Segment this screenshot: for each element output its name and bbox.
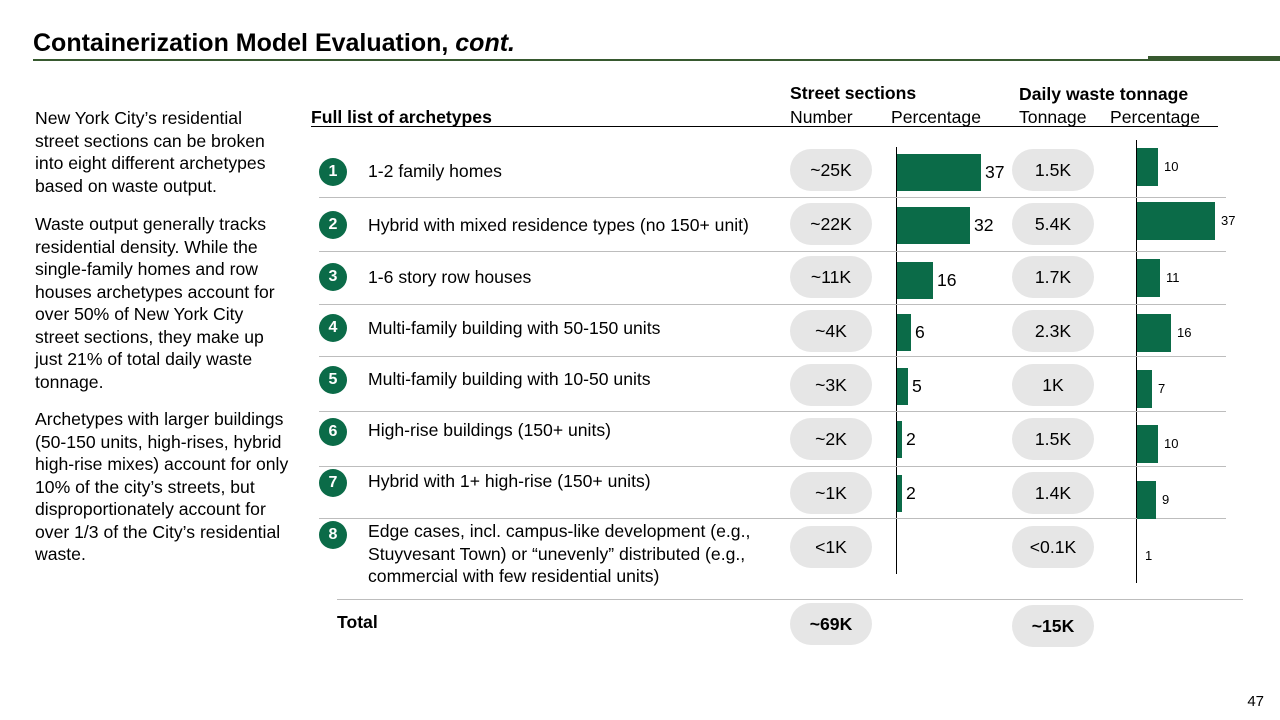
street-pct-label: 6 [915,322,925,342]
row-divider [319,466,1226,467]
waste-pct-label: 10 [1164,436,1179,451]
street-number-value: ~1K [790,472,872,514]
waste-pct-label: 10 [1164,159,1179,174]
waste-pct-bar [1137,202,1215,240]
tonnage-value: 1.4K [1012,472,1094,514]
waste-pct-label: 7 [1158,381,1166,396]
waste-pct-bar [1137,259,1160,297]
waste-pct-label: 1 [1145,548,1153,563]
street-sections-header: Street sections [790,83,917,103]
archetype-number-badge: 3 [319,263,347,291]
street-pct-bar [897,262,933,299]
intro-paragraph-3: Archetypes with larger buildings (50-150… [35,409,289,564]
row-divider [319,304,1226,305]
intro-paragraph-2: Waste output generally tracks residentia… [35,214,275,392]
waste-pct-bar [1137,314,1171,352]
street-number-value: ~22K [790,203,872,245]
street-pct-label: 2 [906,483,916,503]
street-pct-bar [897,314,911,351]
street-pct-bar [897,421,902,458]
street-pct-label: 32 [974,215,994,235]
archetype-number-badge: 8 [319,521,347,549]
tonnage-value: <0.1K [1012,526,1094,568]
waste-tonnage-subheader: Tonnage [1019,107,1087,127]
waste-pct-label: 9 [1162,492,1170,507]
tonnage-value: 1.7K [1012,256,1094,298]
street-percentage-header: Percentage [891,107,981,127]
street-number-value: ~3K [790,364,872,406]
total-street-number: ~69K [790,603,872,645]
page-title-main: Containerization Model Evaluation, [33,29,456,57]
archetype-label: Edge cases, incl. campus-like developmen… [368,521,751,586]
title-accent-bar [1148,56,1280,61]
archetype-number-badge: 7 [319,469,347,497]
street-number-value: ~11K [790,256,872,298]
street-pct-label: 2 [906,429,916,449]
header-underline [311,126,1218,127]
archetype-number-badge: 4 [319,314,347,342]
archetype-label: Hybrid with mixed residence types (no 15… [368,215,749,235]
archetype-number-badge: 2 [319,211,347,239]
total-tonnage: ~15K [1012,605,1094,647]
total-divider [337,599,1243,600]
archetype-number-badge: 6 [319,418,347,446]
waste-pct-label: 11 [1166,270,1180,285]
row-divider [319,197,1226,198]
total-label: Total [337,612,378,632]
street-pct-bar [897,475,902,512]
tonnage-value: 1K [1012,364,1094,406]
tonnage-value: 5.4K [1012,203,1094,245]
archetype-list-header: Full list of archetypes [311,107,492,127]
title-divider [33,59,1280,61]
street-number-header: Number [790,107,853,127]
intro-paragraph-1: New York City’s residential street secti… [35,108,266,196]
waste-pct-bar [1137,148,1158,186]
street-pct-bar [897,368,908,405]
archetype-number-badge: 1 [319,158,347,186]
street-pct-axis [896,147,897,574]
archetype-label: High-rise buildings (150+ units) [368,420,612,440]
tonnage-value: 1.5K [1012,149,1094,191]
page-title: Containerization Model Evaluation, cont. [33,29,515,58]
row-divider [319,411,1226,412]
waste-pct-bar [1137,370,1152,408]
archetype-label: 1-6 story row houses [368,267,532,287]
street-pct-label: 5 [912,376,922,396]
row-divider [319,518,1226,519]
archetype-number-badge: 5 [319,366,347,394]
street-pct-bar [897,207,970,244]
archetype-label: Hybrid with 1+ high-rise (150+ units) [368,471,651,491]
archetype-label: 1-2 family homes [368,161,502,181]
waste-pct-label: 37 [1221,213,1236,228]
archetype-label: Multi-family building with 50-150 units [368,318,661,338]
street-pct-label: 16 [937,270,957,290]
tonnage-value: 1.5K [1012,418,1094,460]
waste-percentage-header: Percentage [1110,107,1200,127]
street-number-value: ~2K [790,418,872,460]
row-divider [319,251,1226,252]
waste-tonnage-header: Daily waste tonnage [1019,84,1189,104]
street-pct-label: 37 [985,162,1005,182]
street-number-value: ~25K [790,149,872,191]
waste-pct-label: 16 [1177,325,1192,340]
page-number: 47 [1247,693,1264,710]
archetype-label: Multi-family building with 10-50 units [368,369,651,389]
street-pct-bar [897,154,981,191]
waste-pct-axis [1136,140,1137,583]
waste-pct-bar [1137,481,1156,519]
page-title-suffix: cont. [455,29,515,57]
waste-pct-bar [1137,425,1158,463]
street-number-value: ~4K [790,310,872,352]
tonnage-value: 2.3K [1012,310,1094,352]
row-divider [319,356,1226,357]
street-number-value: <1K [790,526,872,568]
